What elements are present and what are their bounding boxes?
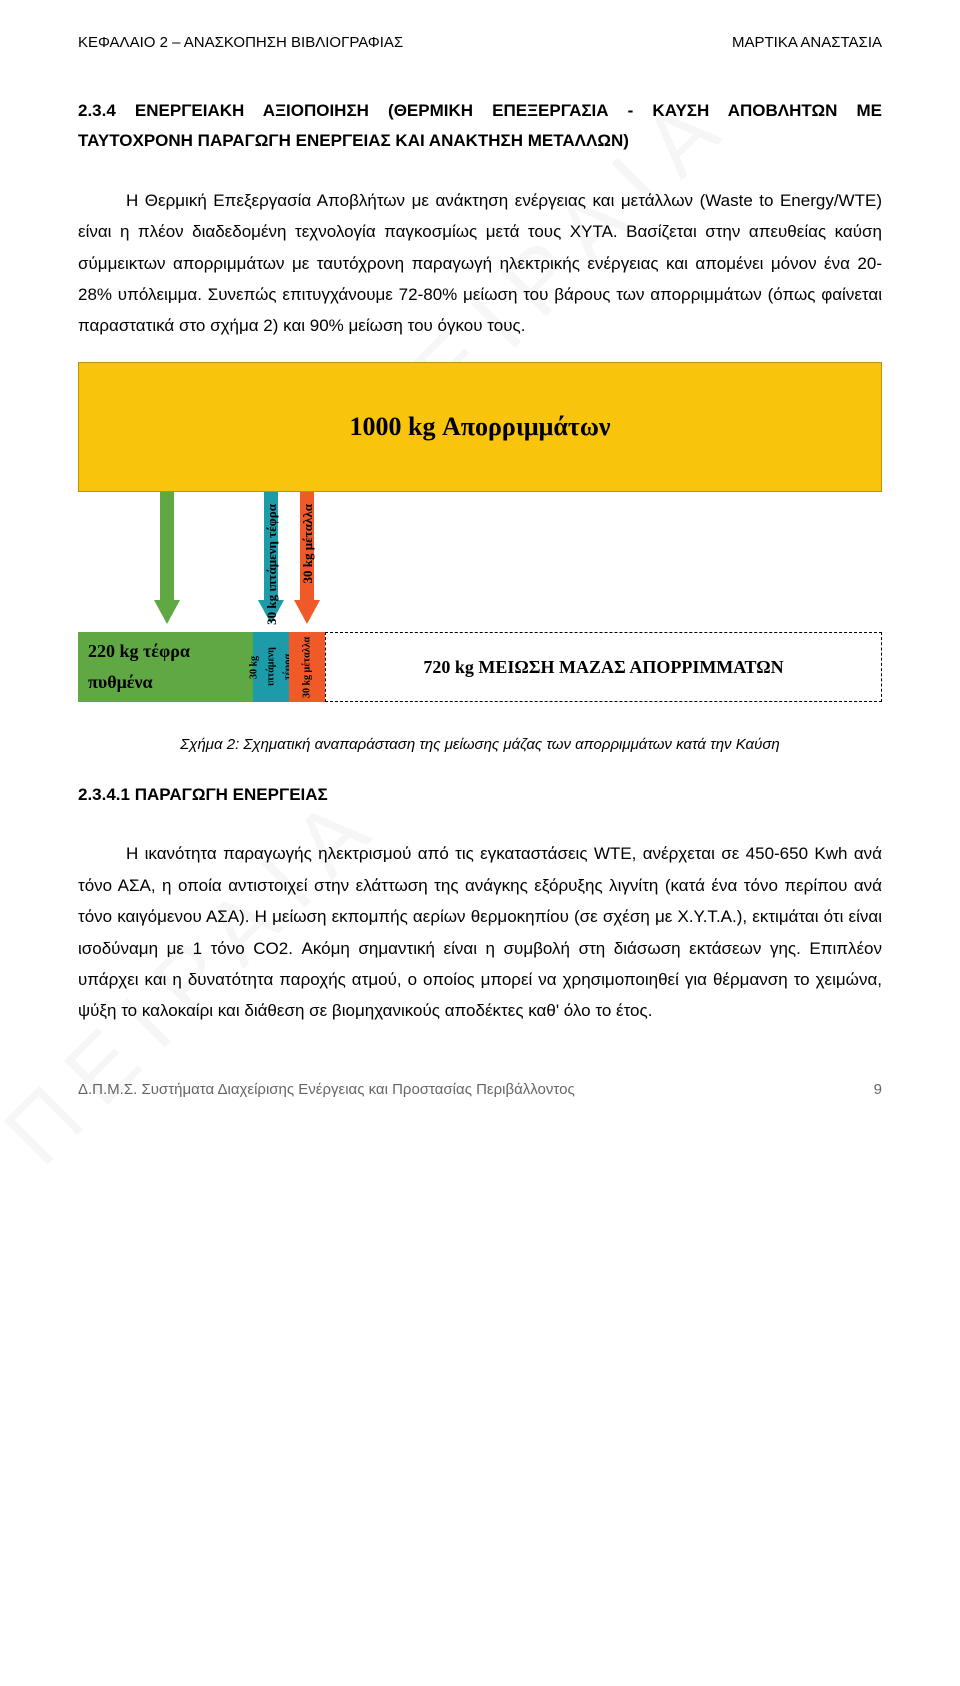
box-ash-bottom: 220 kg τέφρα πυθμένα: [78, 632, 253, 702]
arrow-green: [156, 492, 178, 632]
header-chapter: ΚΕΦΑΛΑΙΟ 2 – ΑΝΑΣΚΟΠΗΣΗ ΒΙΒΛΙΟΓΡΑΦΙΑΣ: [78, 30, 403, 56]
page-footer: Δ.Π.Μ.Σ. Συστήματα Διαχείρισης Ενέργειας…: [78, 1077, 882, 1103]
box-fly-ash: 30 kg ιπτάμενη τέφρα: [253, 632, 289, 702]
arrow-teal-label: 30 kg ιπτάμενη τέφρα: [261, 504, 283, 625]
figure-top-bar: 1000 kg Απορριμμάτων: [78, 362, 882, 492]
figure-mass-reduction: 1000 kg Απορριμμάτων 30 kg ιπτάμενη τέφρ…: [78, 362, 882, 702]
footer-page-number: 9: [874, 1077, 882, 1103]
subsection-heading: 2.3.4.1 ΠΑΡΑΓΩΓΗ ΕΝΕΡΓΕΙΑΣ: [78, 781, 882, 810]
figure-arrows-row: 30 kg ιπτάμενη τέφρα 30 kg μέταλλα: [78, 492, 882, 632]
paragraph-1: Η Θερμική Επεξεργασία Αποβλήτων με ανάκτ…: [78, 185, 882, 342]
box-metals: 30 kg μέταλλα: [289, 632, 325, 702]
arrow-orange-label: 30 kg μέταλλα: [297, 504, 319, 583]
box-mass-reduction: 720 kg ΜΕΙΩΣΗ ΜΑΖΑΣ ΑΠΟΡΡΙΜΜΑΤΩΝ: [325, 632, 882, 702]
header-author: ΜΑΡΤΙΚΑ ΑΝΑΣΤΑΣΙΑ: [732, 30, 882, 56]
section-heading: 2.3.4 ΕΝΕΡΓΕΙΑΚΗ ΑΞΙΟΠΟΙΗΣΗ (ΘΕΡΜΙΚΗ ΕΠΕ…: [78, 96, 882, 157]
figure-bottom-row: 220 kg τέφρα πυθμένα 30 kg ιπτάμενη τέφρ…: [78, 632, 882, 702]
figure-caption: Σχήμα 2: Σχηματική αναπαράσταση της μείω…: [78, 732, 882, 758]
page-header: ΚΕΦΑΛΑΙΟ 2 – ΑΝΑΣΚΟΠΗΣΗ ΒΙΒΛΙΟΓΡΑΦΙΑΣ ΜΑ…: [78, 30, 882, 56]
paragraph-2: Η ικανότητα παραγωγής ηλεκτρισμού από τι…: [78, 838, 882, 1027]
footer-program: Δ.Π.Μ.Σ. Συστήματα Διαχείρισης Ενέργειας…: [78, 1077, 575, 1103]
